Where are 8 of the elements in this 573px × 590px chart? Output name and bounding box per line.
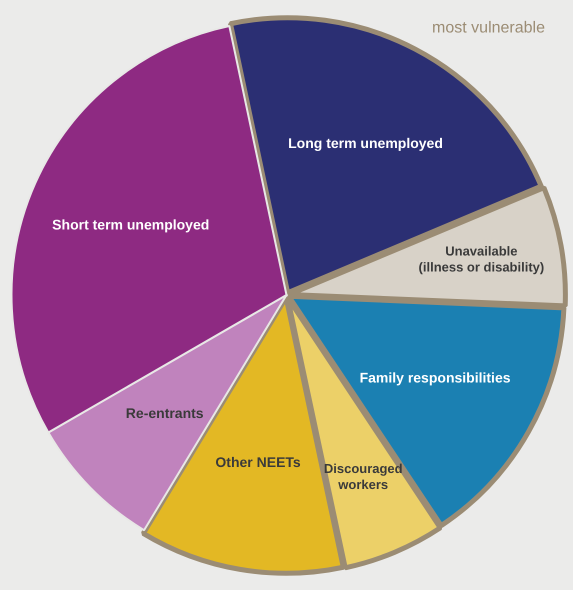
slice-label: Unavailable (illness or disability) [418,244,544,275]
slice-label: Other NEETs [215,454,301,470]
slice-label: Long term unemployed [288,134,443,151]
text: most vulnerable [432,19,546,36]
slice-label: Re-entrants [126,405,204,422]
slice-label: Short term unemployed [52,216,210,233]
slice-label: Discouraged workers [324,461,403,492]
slice-label: Family responsibilities [360,370,511,386]
